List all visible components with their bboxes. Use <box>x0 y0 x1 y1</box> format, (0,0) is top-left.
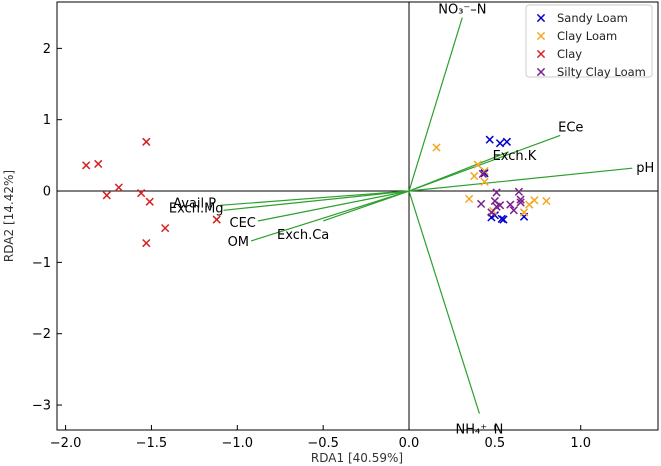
y-tick-label: 1 <box>43 113 51 128</box>
x-tick-label: −0.5 <box>307 436 339 451</box>
x-tick-label: −1.5 <box>136 436 168 451</box>
vector-label-exch-ca: Exch.Ca <box>277 228 329 243</box>
point-silty-clay-loam <box>478 169 487 179</box>
vector-nh4-n <box>408 190 480 414</box>
legend-label: Clay Loam <box>557 29 617 43</box>
legend-label: Sandy Loam <box>557 11 628 25</box>
point-silty-clay-loam <box>477 199 486 209</box>
axis-ticks: −2.0 −1.5 −1.0 −0.5 0.0 0.5 1.0 −3 −2 −1 0 1 2 <box>32 42 591 451</box>
point-clay <box>161 223 170 233</box>
x-tick-label: 1.0 <box>570 436 591 451</box>
vector-ph <box>408 167 633 192</box>
x-tick-label: −1.0 <box>222 436 254 451</box>
point-clay <box>82 161 91 170</box>
y-tick-label: 0 <box>43 185 51 200</box>
point-clay-loam <box>473 160 482 169</box>
legend-item-clay: Clay <box>536 47 582 61</box>
legend-item-sandy-loam: Sandy Loam <box>536 11 628 25</box>
point-clay-loam <box>432 143 441 152</box>
vector-cec <box>257 190 410 222</box>
point-silty-clay-loam <box>516 198 525 207</box>
vector-label-ph: pH <box>636 161 654 176</box>
plot-frame <box>56 1 659 431</box>
legend-box <box>525 4 653 78</box>
point-silty-clay-loam <box>492 188 501 197</box>
point-sandy-loam <box>495 139 505 148</box>
vector-label-cec: CEC <box>230 216 256 231</box>
point-silty-clay-loam <box>495 201 505 210</box>
point-sandy-loam <box>502 137 512 146</box>
vector-om <box>250 190 410 242</box>
vector-no3-n <box>408 17 463 192</box>
y-tick-label: −1 <box>32 256 51 271</box>
point-clay-loam <box>464 194 474 204</box>
point-clay <box>137 189 146 198</box>
point-silty-clay-loam <box>516 195 525 204</box>
vector-avail-p <box>220 190 410 206</box>
environmental-vectors <box>220 17 633 414</box>
point-clay <box>142 238 151 248</box>
point-clay-loam <box>542 196 551 206</box>
y-tick-label: −3 <box>32 399 51 414</box>
y-tick-label: 2 <box>43 42 51 57</box>
sample-points <box>82 135 551 248</box>
point-clay <box>94 159 103 169</box>
point-sandy-loam <box>485 135 494 144</box>
vector-label-avail-p: Avail.P <box>173 196 216 211</box>
x-tick-label: 0.0 <box>399 436 420 451</box>
vector-label-ece: ECe <box>558 120 583 135</box>
vector-exch-mg <box>223 190 410 211</box>
point-clay <box>212 215 221 224</box>
legend-item-silty-clay-loam: Silty Clay Loam <box>536 65 646 79</box>
x-tick-label: 0.5 <box>485 436 506 451</box>
legend: Sandy Loam Clay Loam Clay Silty Clay Loam <box>525 4 653 79</box>
point-silty-clay-loam <box>487 208 496 217</box>
point-clay <box>102 191 111 200</box>
vector-label-exch-k: Exch.K <box>493 149 537 164</box>
vector-exch-k <box>408 151 509 192</box>
point-clay <box>145 197 154 206</box>
x-axis-title: RDA1 [40.59%] <box>311 451 403 465</box>
legend-item-clay-loam: Clay Loam <box>536 29 617 43</box>
point-silty-clay-loam <box>509 206 518 215</box>
vector-label-exch-mg: Exch.Mg <box>169 201 224 216</box>
x-tick-label: −2.0 <box>50 436 82 451</box>
point-clay-loam <box>519 208 529 217</box>
point-clay-loam <box>480 177 489 186</box>
point-clay-loam <box>530 196 539 205</box>
point-clay <box>142 137 151 146</box>
point-silty-clay-loam <box>506 200 515 209</box>
point-silty-clay-loam <box>514 187 524 196</box>
legend-label: Clay <box>557 47 582 61</box>
point-clay <box>114 183 123 192</box>
point-clay-loam <box>470 171 479 181</box>
vector-label-no3-n: NO₃⁻–N <box>438 3 486 18</box>
y-tick-label: −2 <box>32 327 51 342</box>
point-sandy-loam <box>497 214 506 223</box>
vector-label-om: OM <box>228 235 249 250</box>
vector-label-nh4-n: NH₄⁺–N <box>456 423 504 438</box>
legend-label: Silty Clay Loam <box>557 65 646 79</box>
vector-exch-ca <box>322 190 410 222</box>
vector-ece <box>408 134 561 192</box>
y-axis-title: RDA2 [14.42%] <box>2 170 16 262</box>
